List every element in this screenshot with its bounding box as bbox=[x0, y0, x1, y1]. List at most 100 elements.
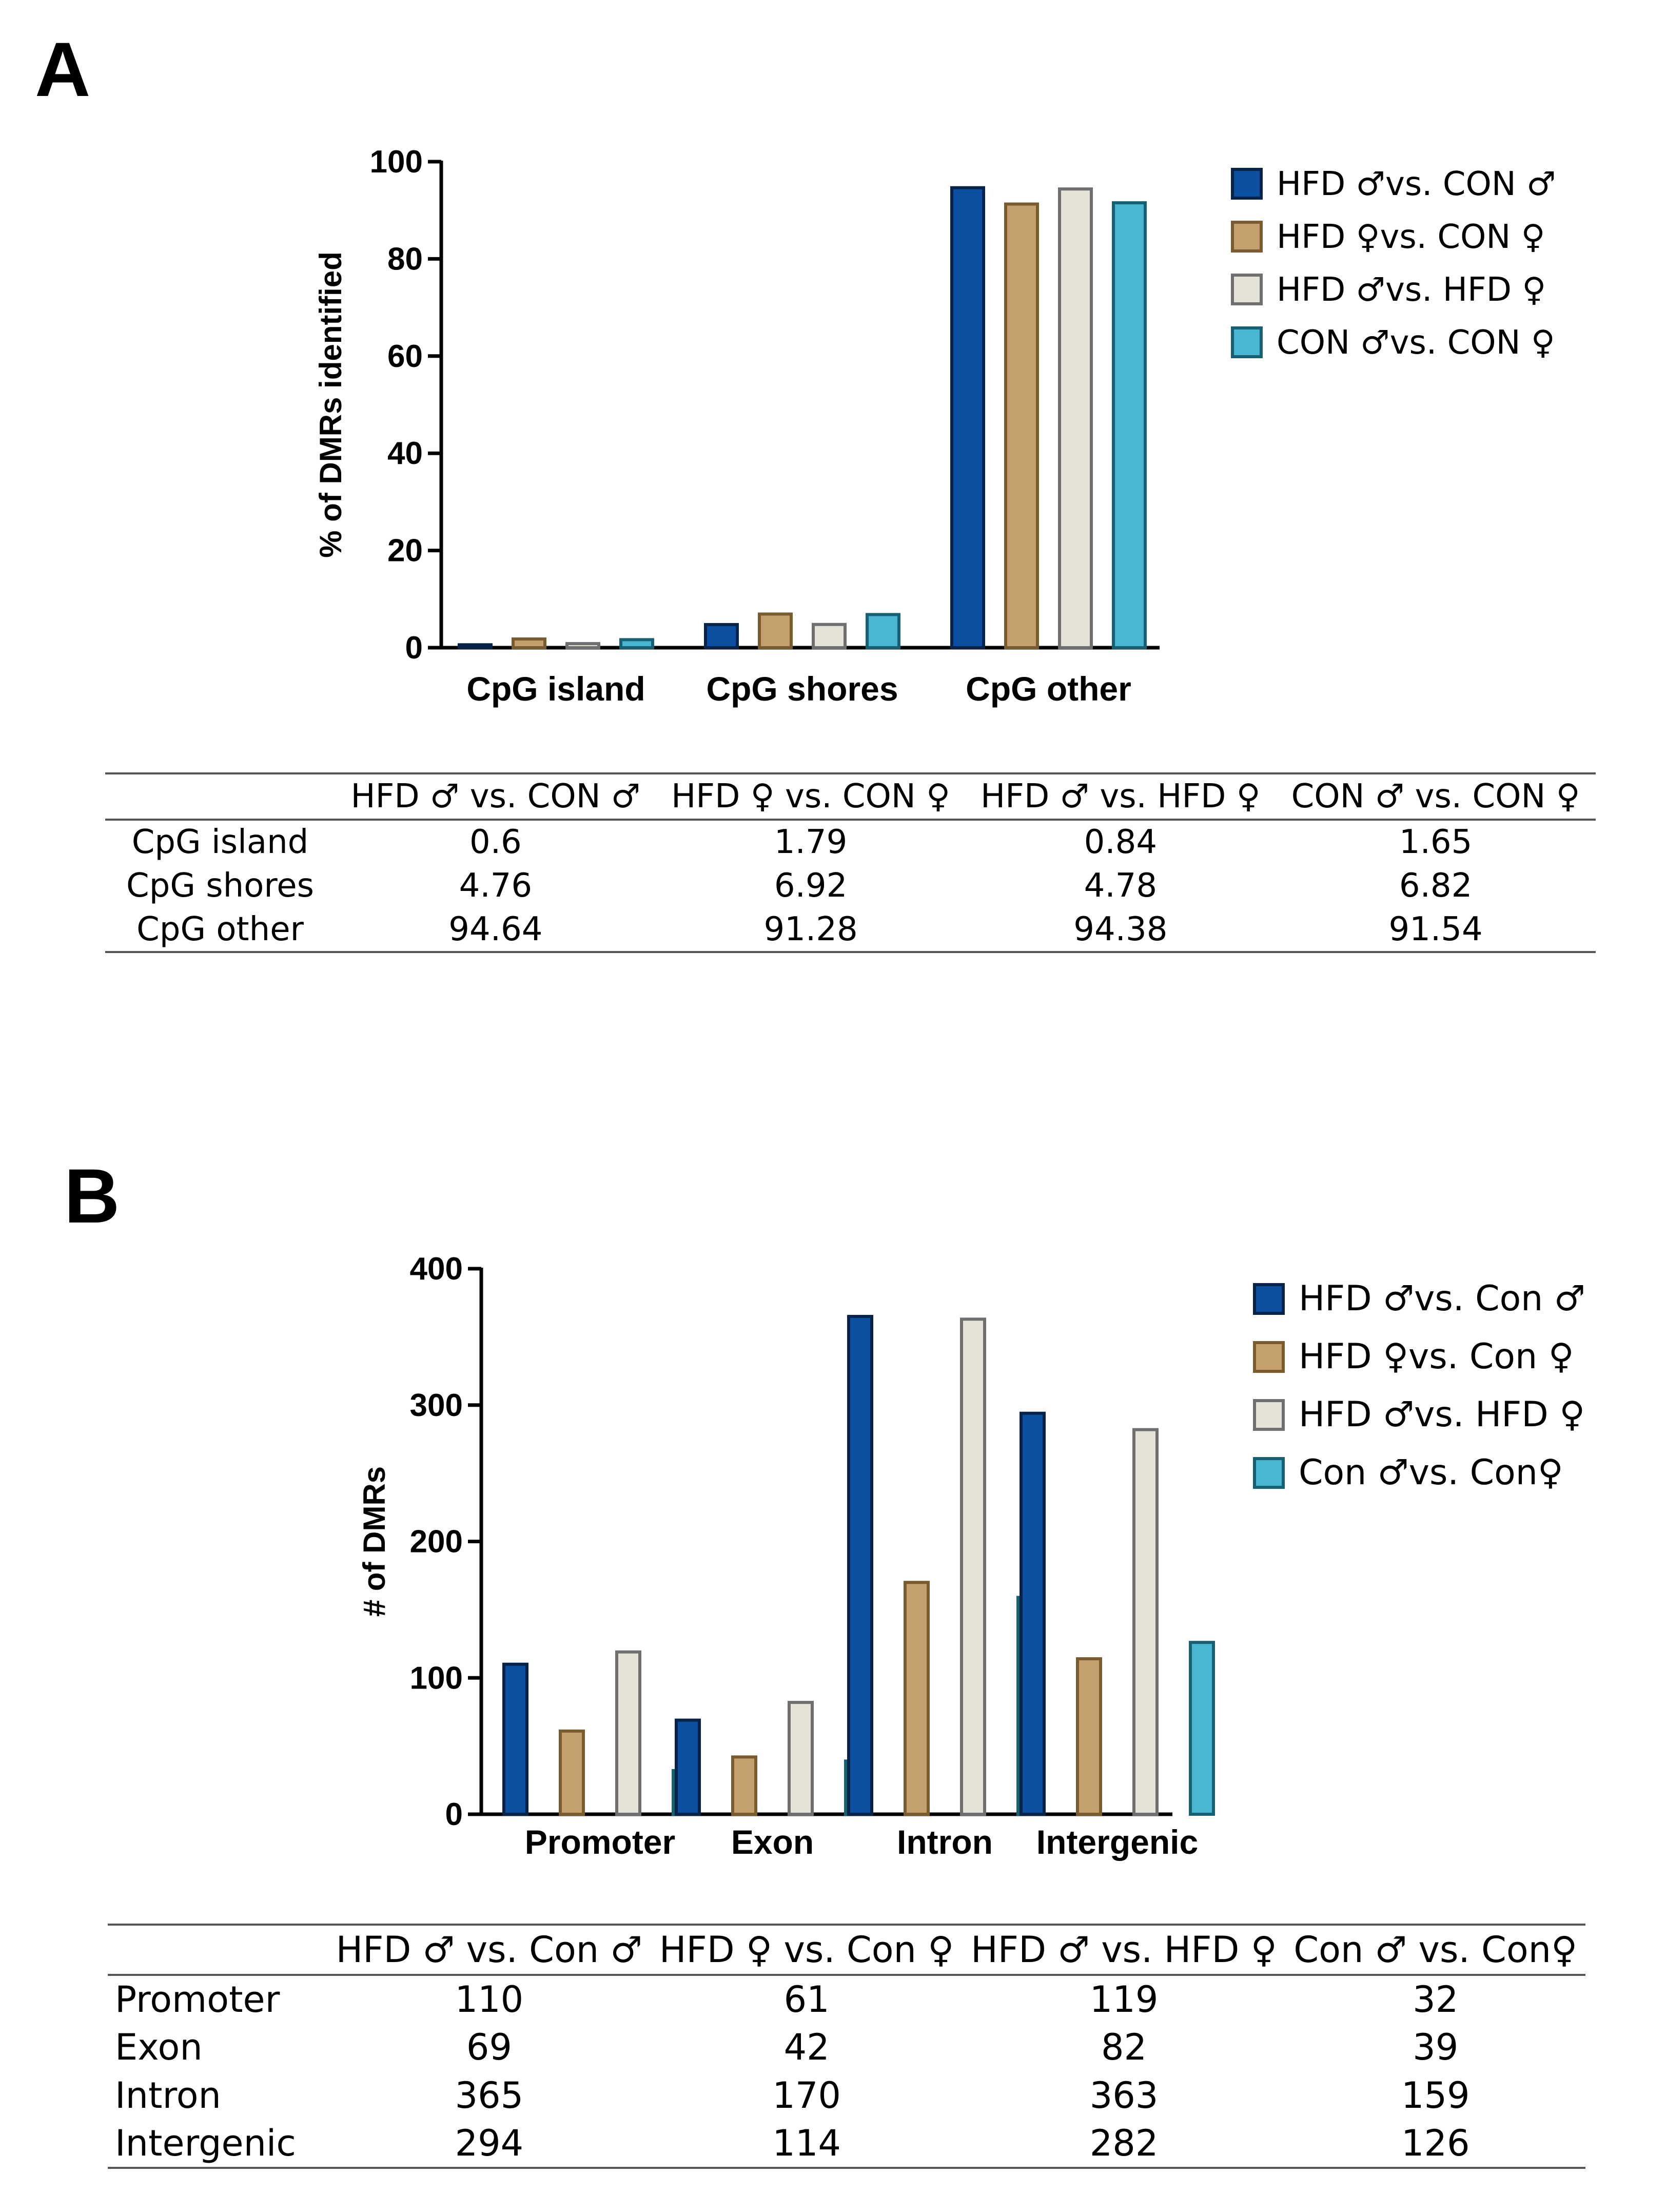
table-header-cell: HFD ♂ vs. CON ♂ bbox=[335, 773, 656, 821]
bar bbox=[458, 643, 493, 649]
table-header-cell: HFD ♀ vs. CON ♀ bbox=[656, 773, 966, 821]
bar bbox=[1058, 187, 1093, 650]
y-tick-label: 60 bbox=[387, 339, 423, 374]
bar bbox=[502, 1662, 528, 1816]
legend-swatch bbox=[1231, 274, 1263, 305]
y-tick-label: 100 bbox=[410, 1660, 463, 1696]
bar bbox=[904, 1581, 930, 1816]
bar bbox=[731, 1755, 757, 1816]
x-category-label: Intergenic bbox=[1036, 1823, 1198, 1861]
y-axis-title: # of DMRs bbox=[357, 1466, 391, 1617]
row-label: Intron bbox=[115, 2074, 221, 2117]
table-cell: 170 bbox=[772, 2074, 841, 2117]
legend-swatch bbox=[1253, 1341, 1285, 1373]
table-cell: 91.54 bbox=[1388, 910, 1483, 948]
table-header-cell bbox=[108, 1925, 327, 1976]
table-cell: 4.76 bbox=[459, 867, 533, 905]
table-cell: 4.78 bbox=[1084, 867, 1158, 905]
bar bbox=[1112, 201, 1147, 649]
x-category-label: Exon bbox=[731, 1823, 814, 1861]
table-row: Promoter 110 61 119 32 bbox=[108, 1975, 1585, 2023]
table-cell: 365 bbox=[455, 2074, 524, 2117]
y-tick-label: 80 bbox=[387, 241, 423, 277]
table-cell: 61 bbox=[783, 1978, 830, 2021]
legend-swatch bbox=[1253, 1399, 1285, 1431]
panel-label-a: A bbox=[35, 26, 91, 112]
table-cell: 294 bbox=[455, 2122, 524, 2164]
row-label: Exon bbox=[115, 2026, 203, 2068]
bar bbox=[758, 612, 793, 650]
bar bbox=[512, 637, 546, 650]
bar bbox=[950, 186, 985, 649]
table-header-cell: HFD ♂ vs. HFD ♀ bbox=[965, 773, 1276, 821]
table-cell: 82 bbox=[1101, 2026, 1147, 2068]
table-cell: 1.79 bbox=[774, 823, 848, 861]
legend-entry: HFD ♂vs. HFD ♀ bbox=[1277, 271, 1546, 309]
table-row: Intergenic 294 114 282 126 bbox=[108, 2120, 1585, 2168]
table-header-cell: CON ♂ vs. CON ♀ bbox=[1276, 773, 1596, 821]
legend-entry: HFD ♂vs. CON ♂ bbox=[1277, 165, 1556, 203]
legend-entry: HFD ♀vs. CON ♀ bbox=[1277, 218, 1545, 256]
table-cell: 0.84 bbox=[1084, 823, 1158, 861]
y-tick-label: 200 bbox=[410, 1524, 463, 1560]
y-tick-label: 400 bbox=[410, 1251, 463, 1287]
table-header-cell: Con ♂ vs. Con♀ bbox=[1285, 1925, 1585, 1976]
table-row: CpG island 0.6 1.79 0.84 1.65 bbox=[105, 820, 1596, 864]
legend-entry: HFD ♀vs. Con ♀ bbox=[1299, 1336, 1574, 1377]
bar bbox=[619, 638, 654, 650]
table-cell: 6.92 bbox=[774, 867, 848, 905]
legend-swatch bbox=[1253, 1457, 1285, 1489]
table-cell: 94.38 bbox=[1073, 910, 1168, 948]
table-header-row: HFD ♂ vs. CON ♂ HFD ♀ vs. CON ♀ HFD ♂ vs… bbox=[105, 773, 1596, 821]
table-cell: 159 bbox=[1401, 2074, 1470, 2117]
table-cell: 91.28 bbox=[763, 910, 858, 948]
legend-entry: CON ♂vs. CON ♀ bbox=[1277, 324, 1555, 362]
bar bbox=[615, 1650, 641, 1816]
y-tick-label: 40 bbox=[387, 436, 423, 471]
bar-chart-genomic-regions: 0 100 200 300 400 # of DMRs Promoter Exon Intron… bbox=[357, 1251, 1585, 1861]
row-label: CpG other bbox=[136, 910, 304, 948]
table-cell: 6.82 bbox=[1399, 867, 1473, 905]
bar bbox=[960, 1317, 986, 1816]
table-dmr-counts: HFD ♂ vs. Con ♂ HFD ♀ vs. Con ♀ HFD ♂ vs… bbox=[108, 1924, 1585, 2169]
table-header-row: HFD ♂ vs. Con ♂ HFD ♀ vs. Con ♀ HFD ♂ vs… bbox=[108, 1925, 1585, 1976]
table-row: CpG shores 4.76 6.92 4.78 6.82 bbox=[105, 864, 1596, 908]
y-axis-title: % of DMRs identified bbox=[313, 251, 348, 558]
bar bbox=[788, 1701, 814, 1816]
legend-entry: HFD ♂vs. Con ♂ bbox=[1299, 1278, 1585, 1319]
table-cell: 42 bbox=[783, 2026, 830, 2068]
x-category-label: CpG shores bbox=[706, 670, 898, 708]
bar bbox=[1189, 1641, 1215, 1816]
y-tick-label: 0 bbox=[445, 1797, 463, 1832]
table-cell: 0.6 bbox=[469, 823, 522, 861]
table-cell: 126 bbox=[1401, 2122, 1470, 2164]
table-header-cell: HFD ♂ vs. Con ♂ bbox=[327, 1925, 651, 1976]
bar bbox=[866, 613, 900, 649]
table-cell: 110 bbox=[455, 1978, 524, 2021]
table-cell: 363 bbox=[1089, 2074, 1159, 2117]
legend-swatch bbox=[1231, 326, 1263, 358]
bar bbox=[565, 642, 600, 649]
bar bbox=[675, 1718, 701, 1816]
bar bbox=[1132, 1428, 1159, 1816]
table-header-cell bbox=[105, 773, 335, 821]
bar bbox=[1076, 1657, 1102, 1816]
x-category-label: Intron bbox=[897, 1823, 993, 1861]
table-cell: 39 bbox=[1413, 2026, 1459, 2068]
bar bbox=[847, 1315, 873, 1816]
y-tick-label: 20 bbox=[387, 533, 423, 569]
row-label: CpG shores bbox=[126, 867, 314, 905]
bar bbox=[812, 623, 847, 649]
y-tick-label: 100 bbox=[370, 144, 423, 180]
bar bbox=[1020, 1411, 1046, 1816]
table-cell: 69 bbox=[466, 2026, 512, 2068]
table-cell: 114 bbox=[772, 2122, 841, 2164]
row-label: Intergenic bbox=[115, 2122, 296, 2164]
bar bbox=[704, 623, 739, 650]
table-cell: 32 bbox=[1413, 1978, 1459, 2021]
panel-label-b: B bbox=[64, 1153, 120, 1239]
x-category-label: CpG other bbox=[966, 670, 1131, 708]
table-cell: 94.64 bbox=[448, 910, 543, 948]
row-label: Promoter bbox=[115, 1978, 280, 2021]
table-row: CpG other 94.64 91.28 94.38 91.54 bbox=[105, 908, 1596, 952]
